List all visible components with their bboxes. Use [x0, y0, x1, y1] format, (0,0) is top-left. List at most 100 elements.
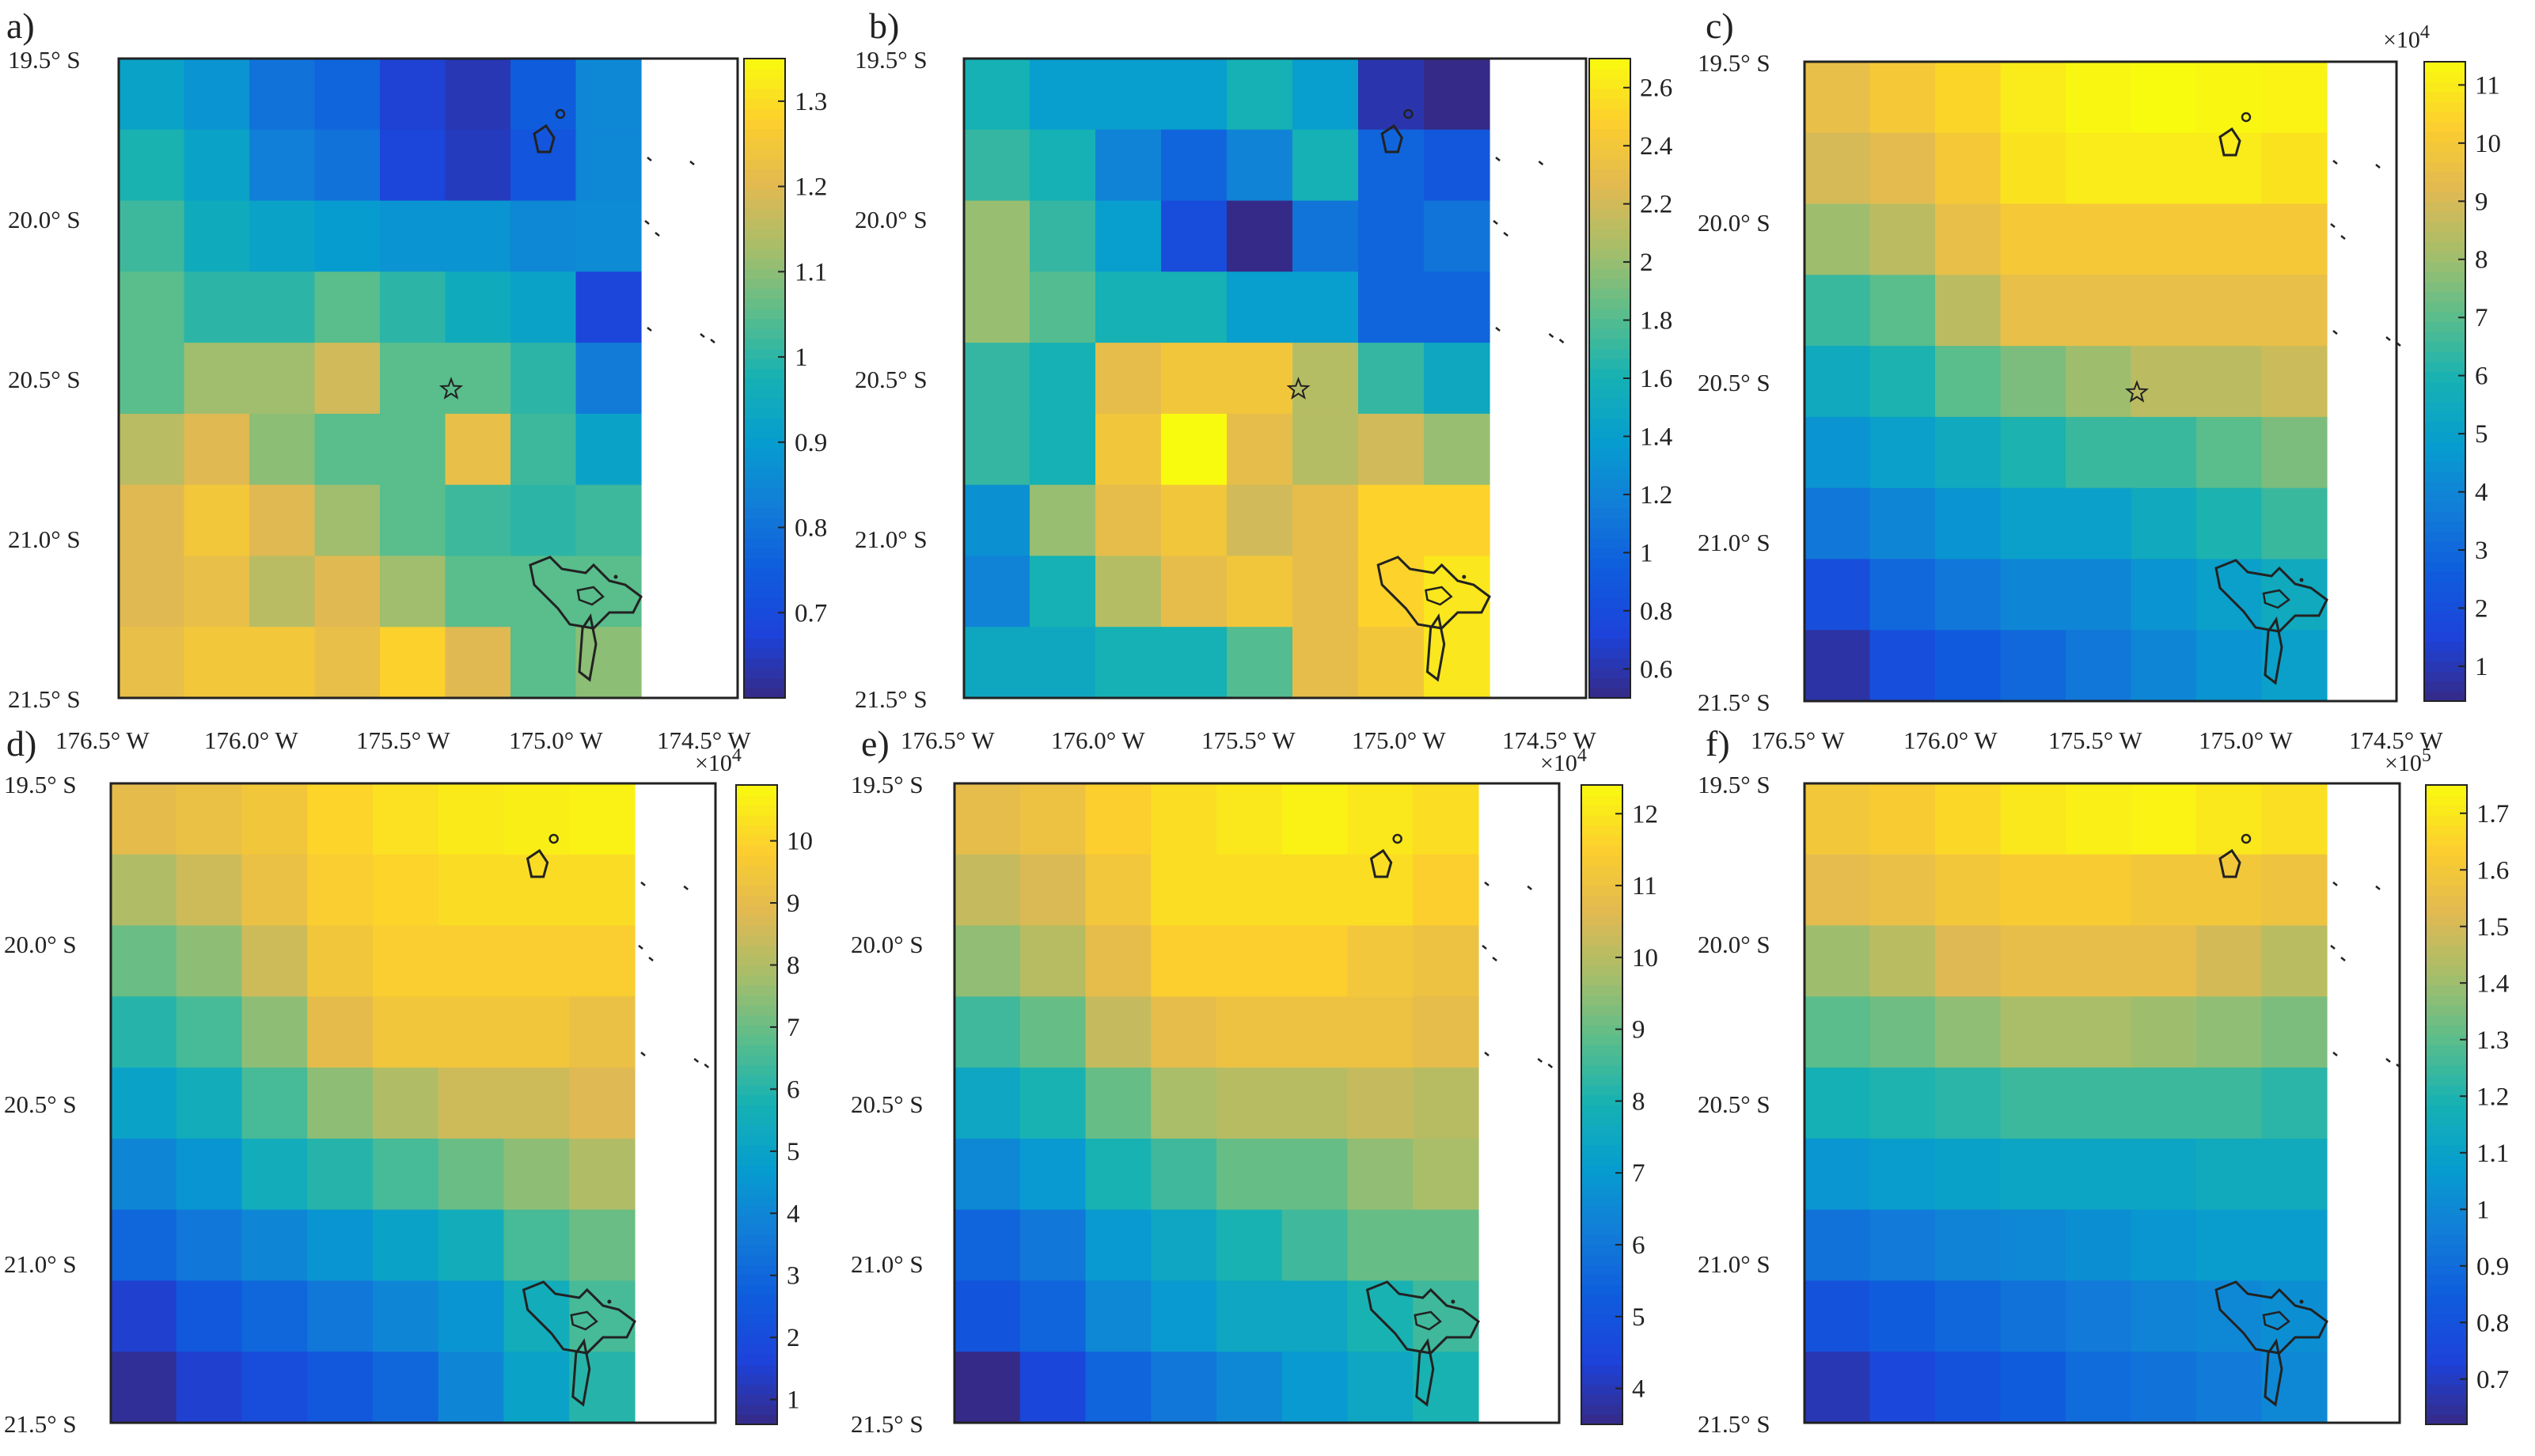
heatmap-cell — [575, 129, 642, 202]
island-outline — [1415, 1338, 1435, 1407]
colorbar-segment — [1589, 368, 1630, 379]
colorbar-segment — [1589, 98, 1630, 109]
colorbar-tick-label: 4 — [2475, 479, 2488, 507]
heatmap-cell — [1019, 1280, 1087, 1352]
heatmap-cell — [1281, 1352, 1349, 1424]
islet-mark — [1527, 885, 1532, 890]
heatmap-cell — [1227, 627, 1293, 699]
colorbar-segment — [1581, 1354, 1622, 1366]
colorbar-segment — [1581, 954, 1622, 966]
colorbar-segment — [744, 98, 785, 109]
heatmap-cell — [2000, 783, 2066, 855]
heatmap-cell — [2196, 132, 2263, 205]
heatmap-cell — [1085, 1067, 1152, 1139]
heatmap-cell — [1804, 854, 1871, 927]
heatmap-cell — [249, 200, 316, 272]
heatmap-cell — [1358, 627, 1425, 699]
heatmap-cell — [314, 555, 381, 628]
colorbar-segment — [1589, 458, 1630, 469]
colorbar-segment — [2424, 91, 2465, 103]
heatmap-cell — [2196, 1280, 2263, 1352]
heatmap-cell — [111, 1067, 177, 1139]
map-frame — [117, 57, 739, 700]
heatmap-cell — [1030, 129, 1096, 202]
islet-mark — [638, 945, 643, 950]
colorbar-segment — [744, 88, 785, 100]
heatmap-cell — [1019, 1209, 1087, 1282]
panel-label-b: b) — [869, 6, 899, 46]
colorbar-segment — [1581, 904, 1622, 916]
heatmap-cell — [307, 854, 374, 927]
heatmap-cell — [1281, 854, 1349, 927]
colorbar-segment — [2426, 995, 2467, 1006]
heatmap-cell — [1161, 200, 1228, 272]
colorbar-segment — [736, 1114, 777, 1126]
heatmap-cell — [569, 854, 636, 927]
heatmap-cell — [1292, 343, 1359, 415]
colorbar-segment — [736, 1314, 777, 1325]
colorbar-segment — [1589, 288, 1630, 299]
heatmap-cell — [1347, 1352, 1414, 1424]
panel-label-d: d) — [6, 723, 36, 764]
colorbar-segment — [2426, 1404, 2467, 1416]
colorbar-exponent: ×105 — [2385, 745, 2431, 776]
heatmap-cell — [241, 1138, 308, 1211]
panel-label-a: a) — [6, 6, 35, 46]
colorbar-segment — [2426, 1004, 2467, 1016]
colorbar-segment — [1589, 668, 1630, 679]
colorbar-segment — [2424, 461, 2465, 472]
heatmap-cell — [2131, 630, 2197, 702]
colorbar-segment — [1581, 794, 1622, 806]
heatmap-cell — [1935, 559, 2002, 631]
heatmap-cell — [184, 627, 250, 699]
heatmap-cell — [184, 271, 250, 343]
colorbar-segment — [1581, 1394, 1622, 1405]
colorbar-segment — [744, 188, 785, 199]
colorbar-tick-label: 0.7 — [2476, 1366, 2509, 1394]
map-frame — [1803, 782, 2401, 1424]
islet-mark — [1484, 1052, 1490, 1056]
heatmap-cell — [569, 1209, 636, 1282]
islet-mark — [640, 882, 646, 886]
islet-mark — [1558, 339, 1565, 343]
heatmap-cell — [2000, 416, 2066, 489]
colorbar-segment — [2426, 1194, 2467, 1206]
colorbar-segment — [2426, 965, 2467, 976]
colorbar-tick-label: 6 — [2475, 362, 2488, 391]
colorbar-segment — [2424, 391, 2465, 403]
colorbar-segment — [744, 148, 785, 160]
colorbar-segment — [2426, 1134, 2467, 1146]
heatmap-cell — [1151, 996, 1217, 1068]
no-data-strip — [1480, 783, 1559, 1423]
islet-mark — [1493, 220, 1498, 225]
panel-b: 19.5° S 20.0° S 20.5° S 21.0° S 21.5° S 0.6 0.… — [855, 46, 1672, 713]
heatmap-cell — [119, 59, 185, 131]
colorbar-segment — [1589, 658, 1630, 669]
heatmap-cell — [1151, 783, 1217, 855]
colorbar-segment — [2426, 855, 2467, 866]
heatmap-cell — [241, 1209, 308, 1282]
heatmap-cell — [1935, 630, 2002, 702]
heatmap-cell — [2131, 203, 2197, 275]
heatmap-cell — [438, 854, 505, 927]
colorbar-segment — [1581, 1284, 1622, 1295]
colorbar-segment — [2426, 1354, 2467, 1366]
colorbar-segment — [2424, 650, 2465, 662]
colorbar-segment — [736, 1414, 777, 1425]
islet-mark — [683, 885, 689, 890]
heatmap-cell — [380, 200, 446, 272]
heatmap-cell — [2196, 275, 2263, 347]
lat-tick-label: 21.0° S — [1698, 1250, 1770, 1278]
heatmap-cell — [1869, 783, 1936, 855]
colorbar-segment — [2424, 681, 2465, 692]
heatmap-cell — [1347, 783, 1414, 855]
colorbar-tick-label: 1.2 — [2476, 1083, 2509, 1111]
heatmap-cell — [1227, 343, 1293, 415]
colorbar-segment — [1581, 1164, 1622, 1176]
heatmap-cell — [1019, 1067, 1087, 1139]
heatmap-cell — [1413, 1352, 1479, 1424]
colorbar-segment — [1581, 865, 1622, 876]
lat-tick-label: 20.0° S — [4, 931, 77, 958]
colorbar-segment — [744, 328, 785, 339]
colorbar-segment — [736, 1324, 777, 1336]
